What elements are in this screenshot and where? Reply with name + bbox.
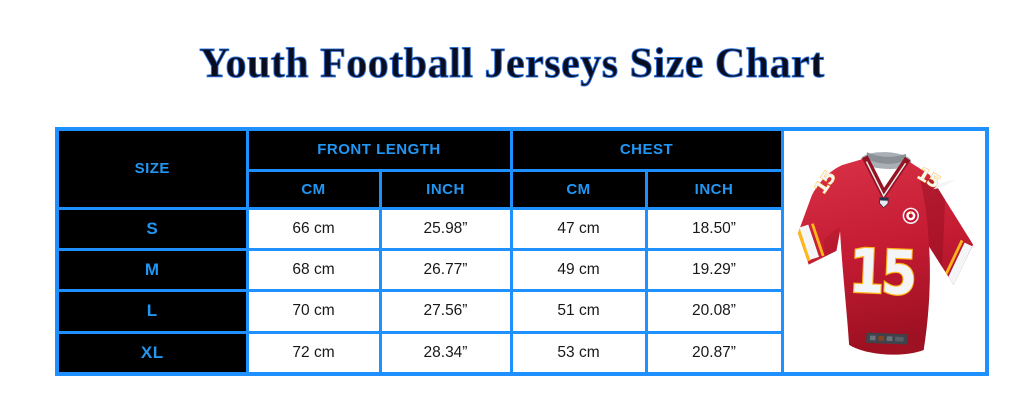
jock-tag: [866, 332, 908, 345]
page-title: Youth Football Jerseys Size Chart: [199, 41, 825, 88]
football-jersey-icon: 15 15 15: [793, 151, 977, 358]
header-size: SIZE: [55, 127, 249, 210]
jersey-number: 15: [848, 236, 916, 309]
header-front-length: FRONT LENGTH: [245, 127, 513, 172]
left-cuff-gold-inner: [811, 222, 825, 256]
left-cuff-gold-outer: [796, 227, 811, 261]
front-inch-cell: 26.77”: [378, 247, 513, 292]
size-cell: XL: [55, 330, 249, 376]
header-chest: CHEST: [509, 127, 784, 172]
collar-piping: [866, 160, 907, 197]
front-cm-cell: 70 cm: [245, 288, 382, 334]
size-chart-table: SIZE FRONT LENGTH CHEST: [55, 127, 989, 376]
chest-cm-cell: 53 cm: [509, 330, 648, 376]
front-cm-cell: 66 cm: [245, 206, 382, 251]
chest-inch-cell: 20.87”: [644, 330, 784, 376]
left-cuff-white-band: [799, 224, 820, 260]
chest-cm-cell: 47 cm: [509, 206, 648, 251]
chest-inch-cell: 20.08”: [644, 288, 784, 334]
size-cell: L: [55, 288, 249, 334]
chest-inch-cell: 18.50”: [644, 206, 784, 251]
nike-swoosh-icon: [933, 179, 956, 189]
right-cuff-white-band: [945, 242, 973, 287]
chiefs-patch-icon: [902, 207, 920, 224]
front-cm-cell: 72 cm: [245, 330, 382, 376]
collar-trim: [862, 154, 911, 197]
front-inch-cell: 25.98”: [378, 206, 513, 251]
jersey-photo-cell: 15 15 15: [780, 127, 989, 376]
football-jersey-image: 15 15 15: [786, 133, 984, 370]
header-chest-cm: CM: [509, 168, 648, 210]
chest-cm-cell: 49 cm: [509, 247, 648, 292]
header-front-inch: INCH: [378, 168, 513, 210]
front-inch-cell: 28.34”: [378, 330, 513, 376]
chest-cm-cell: 51 cm: [509, 288, 648, 334]
size-cell: M: [55, 247, 249, 292]
header-front-cm: CM: [245, 168, 382, 210]
header-chest-inch: INCH: [644, 168, 784, 210]
table-row-l: L 70 cm 27.56” 51 cm 20.08”: [55, 288, 987, 334]
size-cell: S: [55, 206, 249, 251]
front-cm-cell: 68 cm: [245, 247, 382, 292]
table-row-m: M 68 cm 26.77” 49 cm 19.29”: [55, 247, 987, 292]
header-row-groups: SIZE FRONT LENGTH CHEST: [55, 127, 989, 376]
header-row-units: CM INCH CM INCH: [57, 168, 987, 210]
chest-inch-cell: 19.29”: [644, 247, 784, 292]
table-row-xl: XL 72 cm 28.34” 53 cm 20.87”: [55, 330, 987, 376]
front-inch-cell: 27.56”: [378, 288, 513, 334]
table-row-s: S 66 cm 25.98” 47 cm 18.50”: [55, 206, 987, 251]
collar-back-tape: [866, 151, 907, 164]
